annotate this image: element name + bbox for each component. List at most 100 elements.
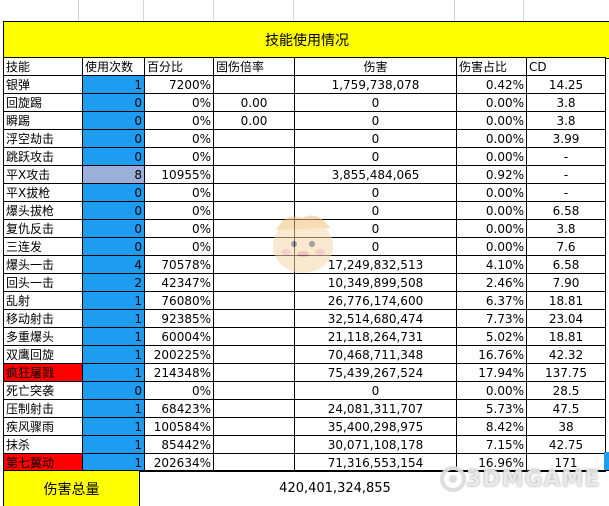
cell-fix[interactable] — [213, 417, 295, 436]
cell-pct[interactable]: 42347% — [144, 273, 214, 292]
cell-dmg[interactable]: 30,071,108,178 — [294, 435, 457, 454]
cell-pct[interactable]: 70578% — [144, 255, 214, 274]
cell-fix[interactable]: 0.00 — [213, 93, 295, 112]
cell-count[interactable]: 1 — [82, 435, 145, 454]
cell-fix[interactable] — [213, 291, 295, 310]
column-header[interactable]: 固伤倍率 — [213, 57, 295, 76]
column-header[interactable]: CD — [526, 57, 606, 76]
cell-cd[interactable]: 28.5 — [526, 381, 606, 400]
cell-cd[interactable]: 6.58 — [526, 255, 606, 274]
cell-count[interactable]: 1 — [82, 309, 145, 328]
cell-pct[interactable]: 100584% — [144, 417, 214, 436]
cell-name[interactable]: 回旋踢 — [3, 93, 83, 112]
cell-fix[interactable] — [213, 399, 295, 418]
cell-count[interactable]: 1 — [82, 291, 145, 310]
cell-share[interactable]: 16.96% — [456, 453, 527, 472]
cell-count[interactable]: 1 — [82, 75, 145, 94]
cell-pct[interactable]: 0% — [144, 129, 214, 148]
cell-count[interactable]: 0 — [82, 237, 145, 256]
cell-pct[interactable]: 0% — [144, 381, 214, 400]
cell-count[interactable]: 1 — [82, 399, 145, 418]
cell-pct[interactable]: 68423% — [144, 399, 214, 418]
cell-share[interactable]: 0.00% — [456, 147, 527, 166]
cell-name[interactable]: 回头一击 — [3, 273, 83, 292]
cell-cd[interactable]: 23.04 — [526, 309, 606, 328]
cell-count[interactable]: 0 — [82, 147, 145, 166]
cell-cd[interactable]: - — [526, 147, 606, 166]
cell-name[interactable]: 三连发 — [3, 237, 83, 256]
cell-cd[interactable]: 18.81 — [526, 327, 606, 346]
cell-cd[interactable]: 6.58 — [526, 201, 606, 220]
cell-name[interactable]: 第七翼动 — [3, 453, 83, 472]
cell-fix[interactable] — [213, 435, 295, 454]
cell-pct[interactable]: 0% — [144, 183, 214, 202]
cell-count[interactable]: 8 — [82, 165, 145, 184]
cell-pct[interactable]: 0% — [144, 111, 214, 130]
cell-pct[interactable]: 0% — [144, 219, 214, 238]
total-damage-value[interactable]: 420,401,324,855 — [279, 481, 391, 496]
cell-share[interactable]: 0.00% — [456, 219, 527, 238]
cell-dmg[interactable]: 70,468,711,348 — [294, 345, 457, 364]
cell-share[interactable]: 0.00% — [456, 129, 527, 148]
cell-name[interactable]: 疾风骤雨 — [3, 417, 83, 436]
cell-dmg[interactable]: 0 — [294, 183, 457, 202]
cell-pct[interactable]: 85442% — [144, 435, 214, 454]
cell-cd[interactable]: - — [526, 183, 606, 202]
cell-fix[interactable] — [213, 363, 295, 382]
cell-pct[interactable]: 10955% — [144, 165, 214, 184]
cell-count[interactable]: 1 — [82, 453, 145, 472]
cell-dmg[interactable]: 0 — [294, 147, 457, 166]
cell-fix[interactable] — [213, 345, 295, 364]
cell-share[interactable]: 0.00% — [456, 201, 527, 220]
cell-dmg[interactable]: 71,316,553,154 — [294, 453, 457, 472]
cell-dmg[interactable]: 3,855,484,065 — [294, 165, 457, 184]
cell-pct[interactable]: 0% — [144, 201, 214, 220]
cell-count[interactable]: 0 — [82, 219, 145, 238]
cell-count[interactable]: 0 — [82, 93, 145, 112]
cell-name[interactable]: 瞬踢 — [3, 111, 83, 130]
cell-pct[interactable]: 214348% — [144, 363, 214, 382]
column-header[interactable]: 伤害 — [294, 57, 457, 76]
cell-name[interactable]: 移动射击 — [3, 309, 83, 328]
cell-share[interactable]: 5.73% — [456, 399, 527, 418]
cell-share[interactable]: 0.00% — [456, 183, 527, 202]
column-header[interactable]: 使用次数 — [82, 57, 145, 76]
cell-share[interactable]: 8.42% — [456, 417, 527, 436]
cell-pct[interactable]: 7200% — [144, 75, 214, 94]
cell-dmg[interactable]: 0 — [294, 381, 457, 400]
cell-count[interactable]: 1 — [82, 363, 145, 382]
cell-name[interactable]: 死亡突袭 — [3, 381, 83, 400]
cell-fix[interactable] — [213, 453, 295, 472]
cell-share[interactable]: 7.73% — [456, 309, 527, 328]
cell-cd[interactable]: 47.5 — [526, 399, 606, 418]
cell-share[interactable]: 0.00% — [456, 381, 527, 400]
cell-dmg[interactable]: 0 — [294, 129, 457, 148]
cell-cd[interactable]: 18.81 — [526, 291, 606, 310]
cell-dmg[interactable]: 1,759,738,078 — [294, 75, 457, 94]
cell-count[interactable]: 1 — [82, 345, 145, 364]
cell-share[interactable]: 0.00% — [456, 93, 527, 112]
cell-name[interactable]: 平X拔枪 — [3, 183, 83, 202]
cell-dmg[interactable]: 10,349,899,508 — [294, 273, 457, 292]
cell-name[interactable]: 银弹 — [3, 75, 83, 94]
cell-count[interactable]: 2 — [82, 273, 145, 292]
cell-fix[interactable] — [213, 75, 295, 94]
cell-cd[interactable]: 3.8 — [526, 93, 606, 112]
column-header[interactable]: 技能 — [3, 57, 83, 76]
cell-count[interactable]: 0 — [82, 381, 145, 400]
cell-name[interactable]: 压制射击 — [3, 399, 83, 418]
cell-share[interactable]: 16.76% — [456, 345, 527, 364]
cell-pct[interactable]: 92385% — [144, 309, 214, 328]
cell-pct[interactable]: 0% — [144, 237, 214, 256]
cell-count[interactable]: 0 — [82, 111, 145, 130]
cell-cd[interactable]: 14.25 — [526, 75, 606, 94]
cell-cd[interactable]: 42.32 — [526, 345, 606, 364]
cell-pct[interactable]: 200225% — [144, 345, 214, 364]
cell-share[interactable]: 4.10% — [456, 255, 527, 274]
cell-share[interactable]: 7.15% — [456, 435, 527, 454]
cell-name[interactable]: 双鹰回旋 — [3, 345, 83, 364]
cell-share[interactable]: 0.92% — [456, 165, 527, 184]
cell-cd[interactable]: 171 — [526, 453, 606, 472]
cell-share[interactable]: 0.42% — [456, 75, 527, 94]
cell-cd[interactable]: 42.75 — [526, 435, 606, 454]
